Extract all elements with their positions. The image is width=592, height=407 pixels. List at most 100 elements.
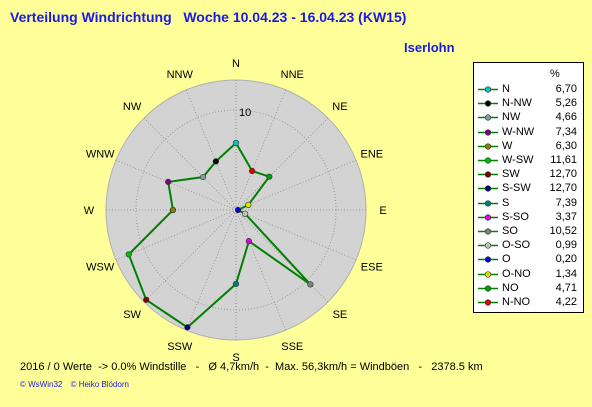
legend-marker-icon — [478, 185, 498, 192]
legend-marker-icon — [478, 143, 498, 150]
legend-item: O-SO 0,99 — [474, 238, 583, 253]
grid-spoke-ese — [235, 209, 357, 261]
legend-value: 1,34 — [555, 267, 577, 280]
legend-item: S 7,39 — [474, 196, 583, 211]
data-point-nw — [199, 173, 207, 181]
credits: © WsWin32 © Heiko Blödorn — [20, 380, 135, 389]
legend-marker-icon — [478, 242, 498, 249]
legend-marker-icon — [478, 228, 498, 235]
data-point-s — [232, 280, 240, 288]
legend-item: W 6,30 — [474, 139, 583, 154]
legend-value: 0,99 — [555, 239, 577, 252]
grid-spoke-nne — [235, 89, 287, 211]
legend-label: W-NW — [502, 125, 535, 138]
legend-marker-icon — [478, 114, 498, 121]
direction-label-ene: ENE — [360, 149, 383, 161]
data-point-e — [234, 206, 242, 214]
grid-spoke-wnw — [115, 159, 237, 211]
credit-author: © Heiko Blödorn — [70, 380, 129, 389]
legend-label: O-NO — [502, 267, 531, 280]
legend-marker-icon — [478, 86, 498, 93]
legend-label: W — [502, 139, 513, 152]
grid-spoke-ene — [235, 159, 357, 211]
legend-item: SW 12,70 — [474, 167, 583, 182]
legend-label: O-SO — [502, 239, 531, 252]
data-point-ne — [266, 173, 273, 180]
direction-label-nnw: NNW — [167, 69, 194, 81]
credit-wswin: © WsWin32 — [20, 380, 63, 389]
legend-value: 5,26 — [555, 97, 577, 110]
data-point-ese — [242, 210, 249, 217]
legend-item: N 6,70 — [474, 82, 583, 97]
grid-spoke-ne — [235, 117, 329, 211]
legend-marker-icon — [478, 171, 498, 178]
radial-tick-label: 10 — [239, 107, 251, 119]
direction-label-e: E — [379, 205, 386, 217]
legend-item: S-SW 12,70 — [474, 181, 583, 196]
legend-item: O-NO 1,34 — [474, 267, 583, 282]
legend-value: 10,52 — [549, 225, 577, 237]
data-point-se — [307, 281, 314, 288]
legend-item: W-NW 7,34 — [474, 125, 583, 140]
legend-label: N-NO — [502, 296, 531, 308]
legend-item: N-NO 4,22 — [474, 295, 583, 310]
legend-value: 6,30 — [555, 139, 577, 152]
legend-unit: % — [550, 68, 560, 80]
data-point-ssw — [184, 324, 191, 331]
legend-marker-icon — [478, 299, 498, 306]
legend-label: NO — [502, 281, 519, 294]
legend-value: 7,39 — [555, 196, 577, 209]
legend-marker-icon — [478, 285, 498, 292]
legend-item: N-NW 5,26 — [474, 96, 583, 111]
legend-item: SO 10,52 — [474, 224, 583, 239]
grid-spoke-sse — [235, 209, 287, 331]
legend-value: 11,61 — [550, 154, 577, 166]
legend-label: O — [502, 253, 511, 266]
direction-label-ssw: SSW — [167, 341, 193, 353]
legend-value: 12,70 — [549, 168, 577, 181]
legend-marker-icon — [478, 157, 498, 164]
legend-value: 0,20 — [555, 253, 577, 266]
legend-label: NW — [502, 111, 521, 124]
data-point-wnw — [165, 178, 172, 186]
legend-label: N-NW — [502, 97, 532, 110]
footer-stats: 2016 / 0 Werte -> 0.0% Windstille - Ø 4,… — [20, 361, 483, 373]
legend-marker-icon — [478, 128, 498, 136]
legend-item: NO 4,71 — [474, 281, 583, 296]
direction-label-ne: NE — [332, 101, 347, 113]
legend-item: NW 4,66 — [474, 110, 583, 125]
direction-label-sse: SSE — [281, 341, 303, 353]
direction-label-n: N — [232, 58, 240, 70]
direction-label-s: S — [232, 352, 239, 364]
legend-label: S — [502, 196, 510, 209]
legend-label: SW — [502, 168, 520, 181]
legend-value: 3,37 — [555, 210, 577, 223]
station-name: Iserlohn — [404, 40, 455, 55]
data-point-w — [169, 206, 177, 214]
legend-value: 6,70 — [555, 83, 577, 95]
grid-ring-10 — [135, 109, 337, 311]
direction-label-nw: NW — [123, 101, 142, 113]
data-point-n — [232, 139, 240, 147]
legend: % N 6,70 N-NW 5,26 NW 4,66 W-NW 7,34 W 6,30 W-SW 11… — [473, 62, 584, 313]
data-point-sw — [143, 296, 150, 303]
data-point-ene — [245, 201, 252, 208]
legend-value: 12,70 — [549, 182, 577, 195]
grid-spoke-wsw — [115, 209, 237, 261]
direction-label-wsw: WSW — [86, 261, 115, 273]
legend-label: S-SW — [502, 182, 531, 195]
direction-label-sw: SW — [123, 309, 141, 321]
data-point-wsw — [125, 251, 132, 258]
legend-marker-icon — [478, 100, 498, 107]
data-point-nne — [249, 167, 256, 175]
legend-item: S-SO 3,37 — [474, 210, 583, 225]
direction-label-se: SE — [333, 309, 348, 321]
grid-spoke-nnw — [185, 89, 237, 211]
legend-value: 4,22 — [555, 296, 577, 308]
chart-title: Verteilung Windrichtung Woche 10.04.23 -… — [10, 9, 407, 25]
legend-item: O 0,20 — [474, 252, 583, 267]
legend-marker-icon — [478, 270, 498, 278]
legend-label: W-SW — [502, 154, 534, 166]
direction-label-ese: ESE — [361, 261, 383, 273]
